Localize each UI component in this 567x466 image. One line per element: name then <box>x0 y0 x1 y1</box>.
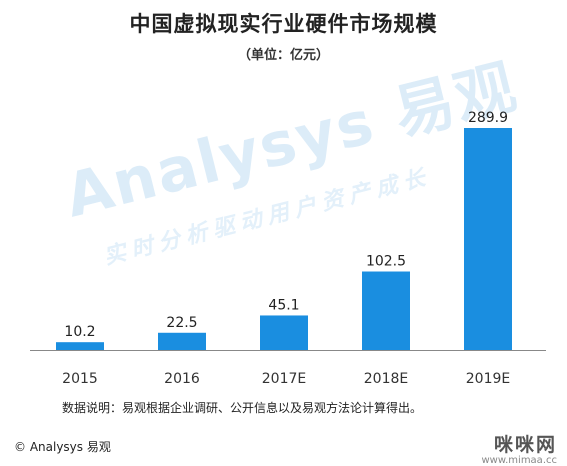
data-label-2017E: 45.1 <box>268 297 299 313</box>
chart-subtitle: （单位：亿元） <box>237 48 329 63</box>
bar-2019E <box>464 128 512 350</box>
site-name: 咪咪网 <box>493 434 557 456</box>
bar-2018E <box>362 271 410 350</box>
data-label-2016: 22.5 <box>166 315 197 331</box>
data-label-2015: 10.2 <box>64 324 95 340</box>
copyright-text: © Analysys 易观 <box>14 440 111 454</box>
site-url: www.mimaa.cc <box>481 455 558 466</box>
data-label-2018E: 102.5 <box>366 254 406 270</box>
site-watermark: 咪咪网 www.mimaa.cc <box>482 430 558 466</box>
chart-title: 中国虚拟现实行业硬件市场规模 <box>129 12 438 36</box>
bar-2016 <box>158 332 206 350</box>
x-tick-label-2017E: 2017E <box>262 371 306 387</box>
x-tick-label-2016: 2016 <box>164 371 200 387</box>
data-label-2019E: 289.9 <box>468 110 508 126</box>
x-tick-label-2018E: 2018E <box>364 371 408 387</box>
bar-2015 <box>56 342 104 350</box>
bar-2017E <box>260 315 308 350</box>
x-tick-label-2019E: 2019E <box>466 371 510 387</box>
x-tick-label-2015: 2015 <box>62 371 98 387</box>
data-note: 数据说明：易观根据企业调研、公开信息以及易观方法论计算得出。 <box>62 401 423 415</box>
